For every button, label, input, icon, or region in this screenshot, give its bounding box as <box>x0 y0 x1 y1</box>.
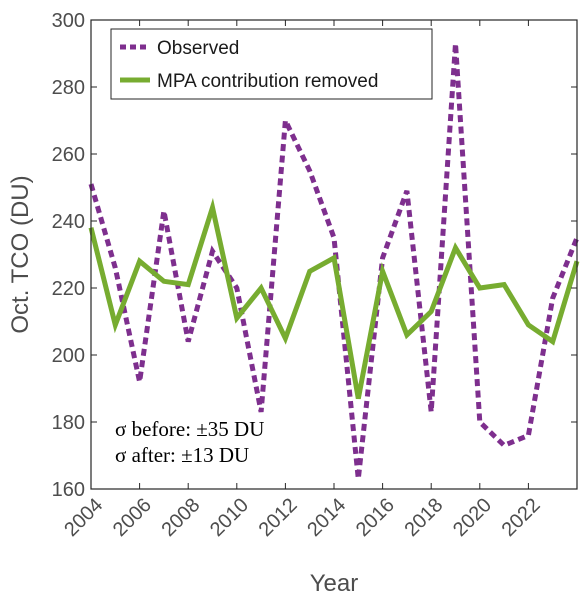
x-tick-label: 2006 <box>109 494 156 541</box>
x-tick-label: 2016 <box>352 494 399 541</box>
y-tick-label: 160 <box>52 479 85 501</box>
series-line-mpa-removed <box>88 197 580 400</box>
legend: Observed MPA contribution removed <box>110 28 433 100</box>
y-tick-label: 300 <box>52 10 85 32</box>
series-line-observed <box>88 43 580 480</box>
y-tick-label: 220 <box>52 278 85 300</box>
series-layer <box>88 43 580 480</box>
x-tick-label: 2020 <box>449 494 496 541</box>
legend-label-observed: Observed <box>157 38 239 59</box>
y-tick-label: 260 <box>52 144 85 166</box>
x-tick-label: 2004 <box>60 494 107 541</box>
x-axis-title: Year <box>310 570 359 597</box>
x-tick-label: 2022 <box>498 494 545 541</box>
y-axis-title: Oct. TCO (DU) <box>7 175 34 333</box>
x-tick-label: 2012 <box>255 494 302 541</box>
legend-box <box>110 28 433 100</box>
annotation-sigma-before: σ before: ±35 DU <box>115 417 264 441</box>
annotation-sigma-after: σ after: ±13 DU <box>115 443 249 467</box>
y-tick-label: 180 <box>52 412 85 434</box>
y-tick-label: 280 <box>52 77 85 99</box>
x-tick-label: 2018 <box>400 494 447 541</box>
x-tick-label: 2008 <box>157 494 204 541</box>
y-tick-label: 200 <box>52 345 85 367</box>
y-tick-label: 240 <box>52 211 85 233</box>
legend-label-mpa-removed: MPA contribution removed <box>157 71 378 92</box>
x-tick-label: 2010 <box>206 494 253 541</box>
x-tick-label: 2014 <box>303 494 350 541</box>
